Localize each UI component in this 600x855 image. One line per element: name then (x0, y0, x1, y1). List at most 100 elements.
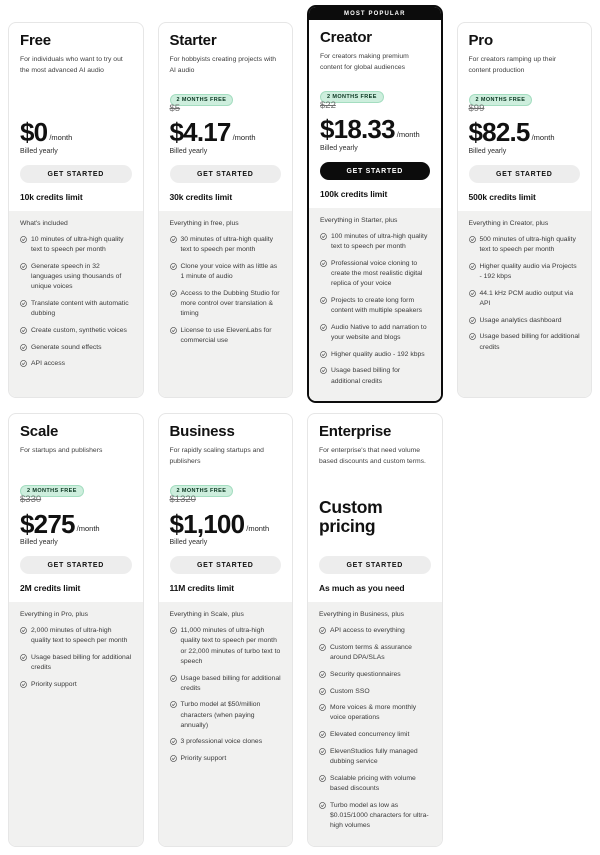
feature-item: Usage based billing for additional credi… (20, 653, 132, 673)
billing-note (319, 539, 431, 549)
feature-item: Projects to create long form content wit… (320, 296, 430, 316)
check-circle-icon (319, 670, 326, 678)
check-circle-icon (169, 701, 177, 709)
plan-description: For enterprise's that need volume based … (319, 447, 426, 465)
price-period: /month (76, 524, 100, 534)
get-started-button[interactable]: GET STARTED (169, 165, 281, 183)
feature-item: Audio Native to add narration to your we… (320, 323, 430, 343)
feature-item: API access to everything (319, 626, 431, 636)
get-started-button[interactable]: GET STARTED (468, 165, 580, 183)
feature-text: Generate sound effects (31, 343, 102, 351)
feature-text: Priority support (31, 681, 77, 688)
get-started-button[interactable]: GET STARTED (20, 165, 132, 183)
features-intro: Everything in Pro, plus (20, 611, 89, 619)
feature-item: Turbo model as low as $0.015/1000 charac… (319, 801, 431, 832)
check-circle-icon (169, 627, 177, 635)
feature-text: Security questionnaires (330, 670, 401, 678)
price-period: /month (232, 133, 256, 142)
plan-card-top: Starter For hobbyists creating projects … (159, 23, 293, 211)
feature-list: 500 minutes of ultra-high quality text t… (468, 235, 581, 353)
badge-row (20, 88, 132, 103)
feature-item: License to use ElevenLabs for commercial… (169, 326, 282, 346)
plan-name: Business (169, 423, 235, 441)
plan-price: $18.33 (320, 114, 396, 145)
old-price: $99 (468, 103, 485, 114)
plan-description: For hobbyists creating projects with AI … (169, 56, 277, 74)
features-intro: Everything in Creator, plus (468, 220, 549, 227)
features-section: Everything in Creator, plus 500 minutes … (457, 211, 591, 398)
feature-item: Higher quality audio - 192 kbps (320, 350, 430, 360)
features-section: Everything in Business, plus API access … (308, 602, 442, 846)
old-price: $22 (320, 100, 336, 111)
plan-card-business: Business For rapidly scaling startups an… (157, 413, 293, 847)
get-started-button[interactable]: GET STARTED (319, 556, 431, 575)
credits-limit: 11M credits limit (169, 583, 235, 594)
feature-item: Generate sound effects (20, 343, 132, 353)
feature-item: Translate content with automatic dubbing (20, 299, 132, 319)
plan-price: Custom pricing (319, 496, 383, 536)
check-circle-icon (468, 289, 476, 297)
feature-text: Turbo model at $50/million characters (w… (180, 701, 261, 729)
old-price: $1320 (169, 494, 196, 506)
feature-item: 44.1 kHz PCM audio output via API (468, 289, 581, 309)
feature-text: ElevenStudios fully managed dubbing serv… (330, 747, 418, 765)
credits-limit: 500k credits limit (468, 192, 536, 202)
credits-limit: 2M credits limit (20, 583, 81, 594)
feature-text: Custom terms & assurance around DPA/SLAs (330, 643, 412, 662)
check-circle-icon (319, 774, 326, 782)
get-started-button[interactable]: GET STARTED (20, 556, 132, 575)
feature-item: Usage based billing for additional credi… (468, 332, 581, 352)
check-circle-icon (169, 326, 177, 334)
features-section: What's included 10 minutes of ultra-high… (9, 211, 143, 398)
pricing-page: Free For individuals who want to try out… (8, 5, 592, 847)
check-circle-icon (169, 236, 177, 243)
features-intro: Everything in Scale, plus (169, 611, 244, 619)
plan-price: $0 (20, 117, 48, 148)
feature-item: 100 minutes of ultra-high quality text t… (320, 232, 430, 252)
feature-item: 3 professional voice clones (169, 737, 282, 747)
plan-name: Creator (320, 29, 372, 46)
feature-item: Elevated concurrency limit (319, 730, 431, 740)
get-started-button[interactable]: GET STARTED (320, 162, 430, 180)
feature-item: Usage analytics dashboard (468, 316, 581, 326)
check-circle-icon (169, 755, 177, 762)
plan-card-top: Pro For creators ramping up their conten… (458, 23, 592, 211)
feature-text: Higher quality audio - 192 kbps (331, 350, 425, 358)
check-circle-icon (320, 323, 327, 331)
check-circle-icon (468, 263, 476, 270)
check-circle-icon (20, 326, 27, 334)
check-circle-icon (468, 236, 476, 243)
plan-description: For individuals who want to try out the … (20, 56, 123, 74)
feature-list: 100 minutes of ultra-high quality text t… (320, 232, 430, 387)
feature-item: 2,000 minutes of ultra-high quality text… (20, 626, 132, 646)
feature-text: More voices & more monthly voice operati… (330, 704, 417, 722)
feature-text: API access to everything (330, 627, 405, 635)
feature-text: Priority support (180, 755, 227, 763)
check-circle-icon (20, 263, 27, 270)
feature-item: 500 minutes of ultra-high quality text t… (468, 235, 581, 255)
credits-limit: As much as you need (319, 583, 405, 594)
check-circle-icon (320, 367, 327, 375)
badge-row: 2 MONTHS FREE (169, 88, 282, 106)
price-period: /month (396, 130, 420, 139)
check-circle-icon (319, 687, 326, 695)
plan-name: Pro (468, 32, 494, 49)
features-intro: Everything in Starter, plus (320, 217, 398, 224)
feature-item: Professional voice cloning to create the… (320, 259, 430, 290)
get-started-button[interactable]: GET STARTED (169, 556, 281, 575)
plan-card-top: Enterprise For enterprise's that need vo… (308, 414, 442, 602)
check-circle-icon (20, 627, 27, 635)
check-circle-icon (319, 644, 326, 651)
price-row: Custom pricing (319, 497, 431, 536)
feature-text: Usage based billing for additional credi… (331, 367, 401, 385)
feature-text: License to use ElevenLabs for commercial… (180, 326, 272, 344)
plan-price: $275 (20, 508, 75, 539)
plan-card-top: Free For individuals who want to try out… (9, 23, 143, 211)
discount-badge: 2 MONTHS FREE (169, 484, 234, 498)
feature-text: Translate content with automatic dubbing (31, 299, 129, 318)
check-circle-icon (20, 360, 27, 368)
feature-list: 2,000 minutes of ultra-high quality text… (20, 626, 132, 690)
plan-name: Starter (169, 32, 217, 49)
features-section: Everything in Scale, plus 11,000 minutes… (158, 602, 292, 846)
most-popular-band: MOST POPULAR (309, 7, 441, 20)
